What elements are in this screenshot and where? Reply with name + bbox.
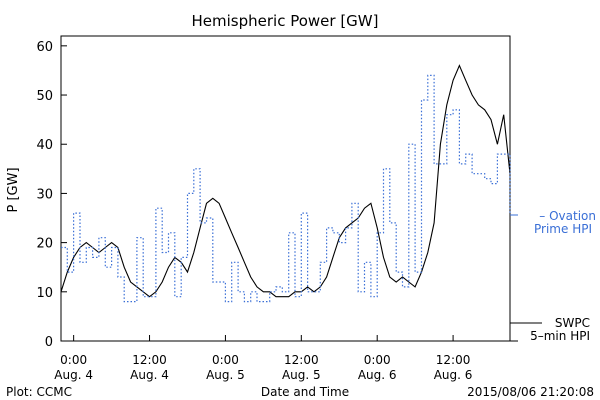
x-tick-date: Aug. 5 bbox=[282, 368, 321, 382]
plot-credit: Plot: CCMC bbox=[6, 385, 72, 399]
series-ovation-prime-line bbox=[61, 74, 511, 303]
x-tick-date: Aug. 4 bbox=[54, 368, 93, 382]
y-tick-label: 60 bbox=[36, 40, 53, 55]
x-tick-time: 12:00 bbox=[284, 353, 319, 367]
y-axis-label: P [GW] bbox=[6, 167, 21, 212]
y-tick-label: 20 bbox=[36, 237, 53, 252]
y-tick-label: 30 bbox=[36, 187, 53, 202]
x-tick-date: Aug. 6 bbox=[358, 368, 397, 382]
x-tick-time: 0:00 bbox=[364, 353, 391, 367]
y-tick-label: 50 bbox=[36, 89, 53, 104]
series-layer bbox=[60, 64, 511, 303]
x-axis-label: Date and Time bbox=[261, 385, 349, 399]
y-tick-label: 10 bbox=[36, 286, 53, 301]
y-tick-label: 40 bbox=[36, 138, 53, 153]
x-tick-time: 12:00 bbox=[436, 353, 471, 367]
series-swpc-line bbox=[60, 64, 511, 298]
x-tick-time: 0:00 bbox=[60, 353, 87, 367]
x-tick-time: 12:00 bbox=[132, 353, 167, 367]
legend-swpc-label-2: 5–min HPI bbox=[530, 329, 590, 343]
x-tick-date: Aug. 5 bbox=[206, 368, 245, 382]
y-tick-label: 0 bbox=[45, 335, 53, 350]
x-tick-date: Aug. 4 bbox=[130, 368, 169, 382]
legend-ovation-label-1: – Ovation bbox=[539, 209, 596, 223]
legend-swpc-label-1: SWPC bbox=[555, 316, 590, 330]
plot-frame bbox=[60, 35, 511, 342]
legend-ovation-label-2: Prime HPI bbox=[534, 222, 592, 236]
plot-timestamp: 2015/08/06 21:20:08 bbox=[467, 385, 594, 399]
x-tick-date: Aug. 6 bbox=[434, 368, 473, 382]
x-tick-time: 0:00 bbox=[212, 353, 239, 367]
y-axis-ticks: 0 10 20 30 40 50 60 bbox=[36, 40, 67, 350]
chart-title: Hemispheric Power [GW] bbox=[192, 12, 379, 30]
